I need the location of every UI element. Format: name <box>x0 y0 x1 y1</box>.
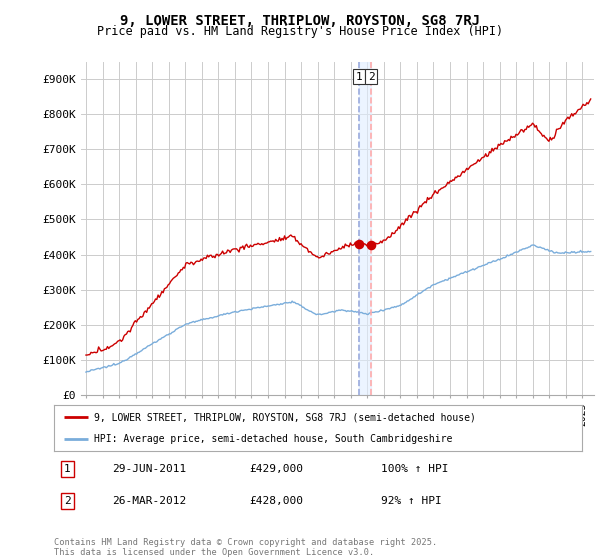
Text: 29-JUN-2011: 29-JUN-2011 <box>112 464 187 474</box>
Text: 2: 2 <box>368 72 374 82</box>
Text: Price paid vs. HM Land Registry's House Price Index (HPI): Price paid vs. HM Land Registry's House … <box>97 25 503 38</box>
Text: 1: 1 <box>64 464 71 474</box>
Text: 9, LOWER STREET, THRIPLOW, ROYSTON, SG8 7RJ: 9, LOWER STREET, THRIPLOW, ROYSTON, SG8 … <box>120 14 480 28</box>
Text: £428,000: £428,000 <box>250 496 304 506</box>
Text: 100% ↑ HPI: 100% ↑ HPI <box>382 464 449 474</box>
Text: Contains HM Land Registry data © Crown copyright and database right 2025.
This d: Contains HM Land Registry data © Crown c… <box>54 538 437 557</box>
Text: 9, LOWER STREET, THRIPLOW, ROYSTON, SG8 7RJ (semi-detached house): 9, LOWER STREET, THRIPLOW, ROYSTON, SG8 … <box>94 412 475 422</box>
Text: 2: 2 <box>64 496 71 506</box>
Point <box>354 240 364 249</box>
Text: £429,000: £429,000 <box>250 464 304 474</box>
Text: HPI: Average price, semi-detached house, South Cambridgeshire: HPI: Average price, semi-detached house,… <box>94 435 452 444</box>
Text: 92% ↑ HPI: 92% ↑ HPI <box>382 496 442 506</box>
Text: 26-MAR-2012: 26-MAR-2012 <box>112 496 187 506</box>
Point <box>366 240 376 249</box>
Text: 1: 1 <box>355 72 362 82</box>
Bar <box>359 62 371 395</box>
